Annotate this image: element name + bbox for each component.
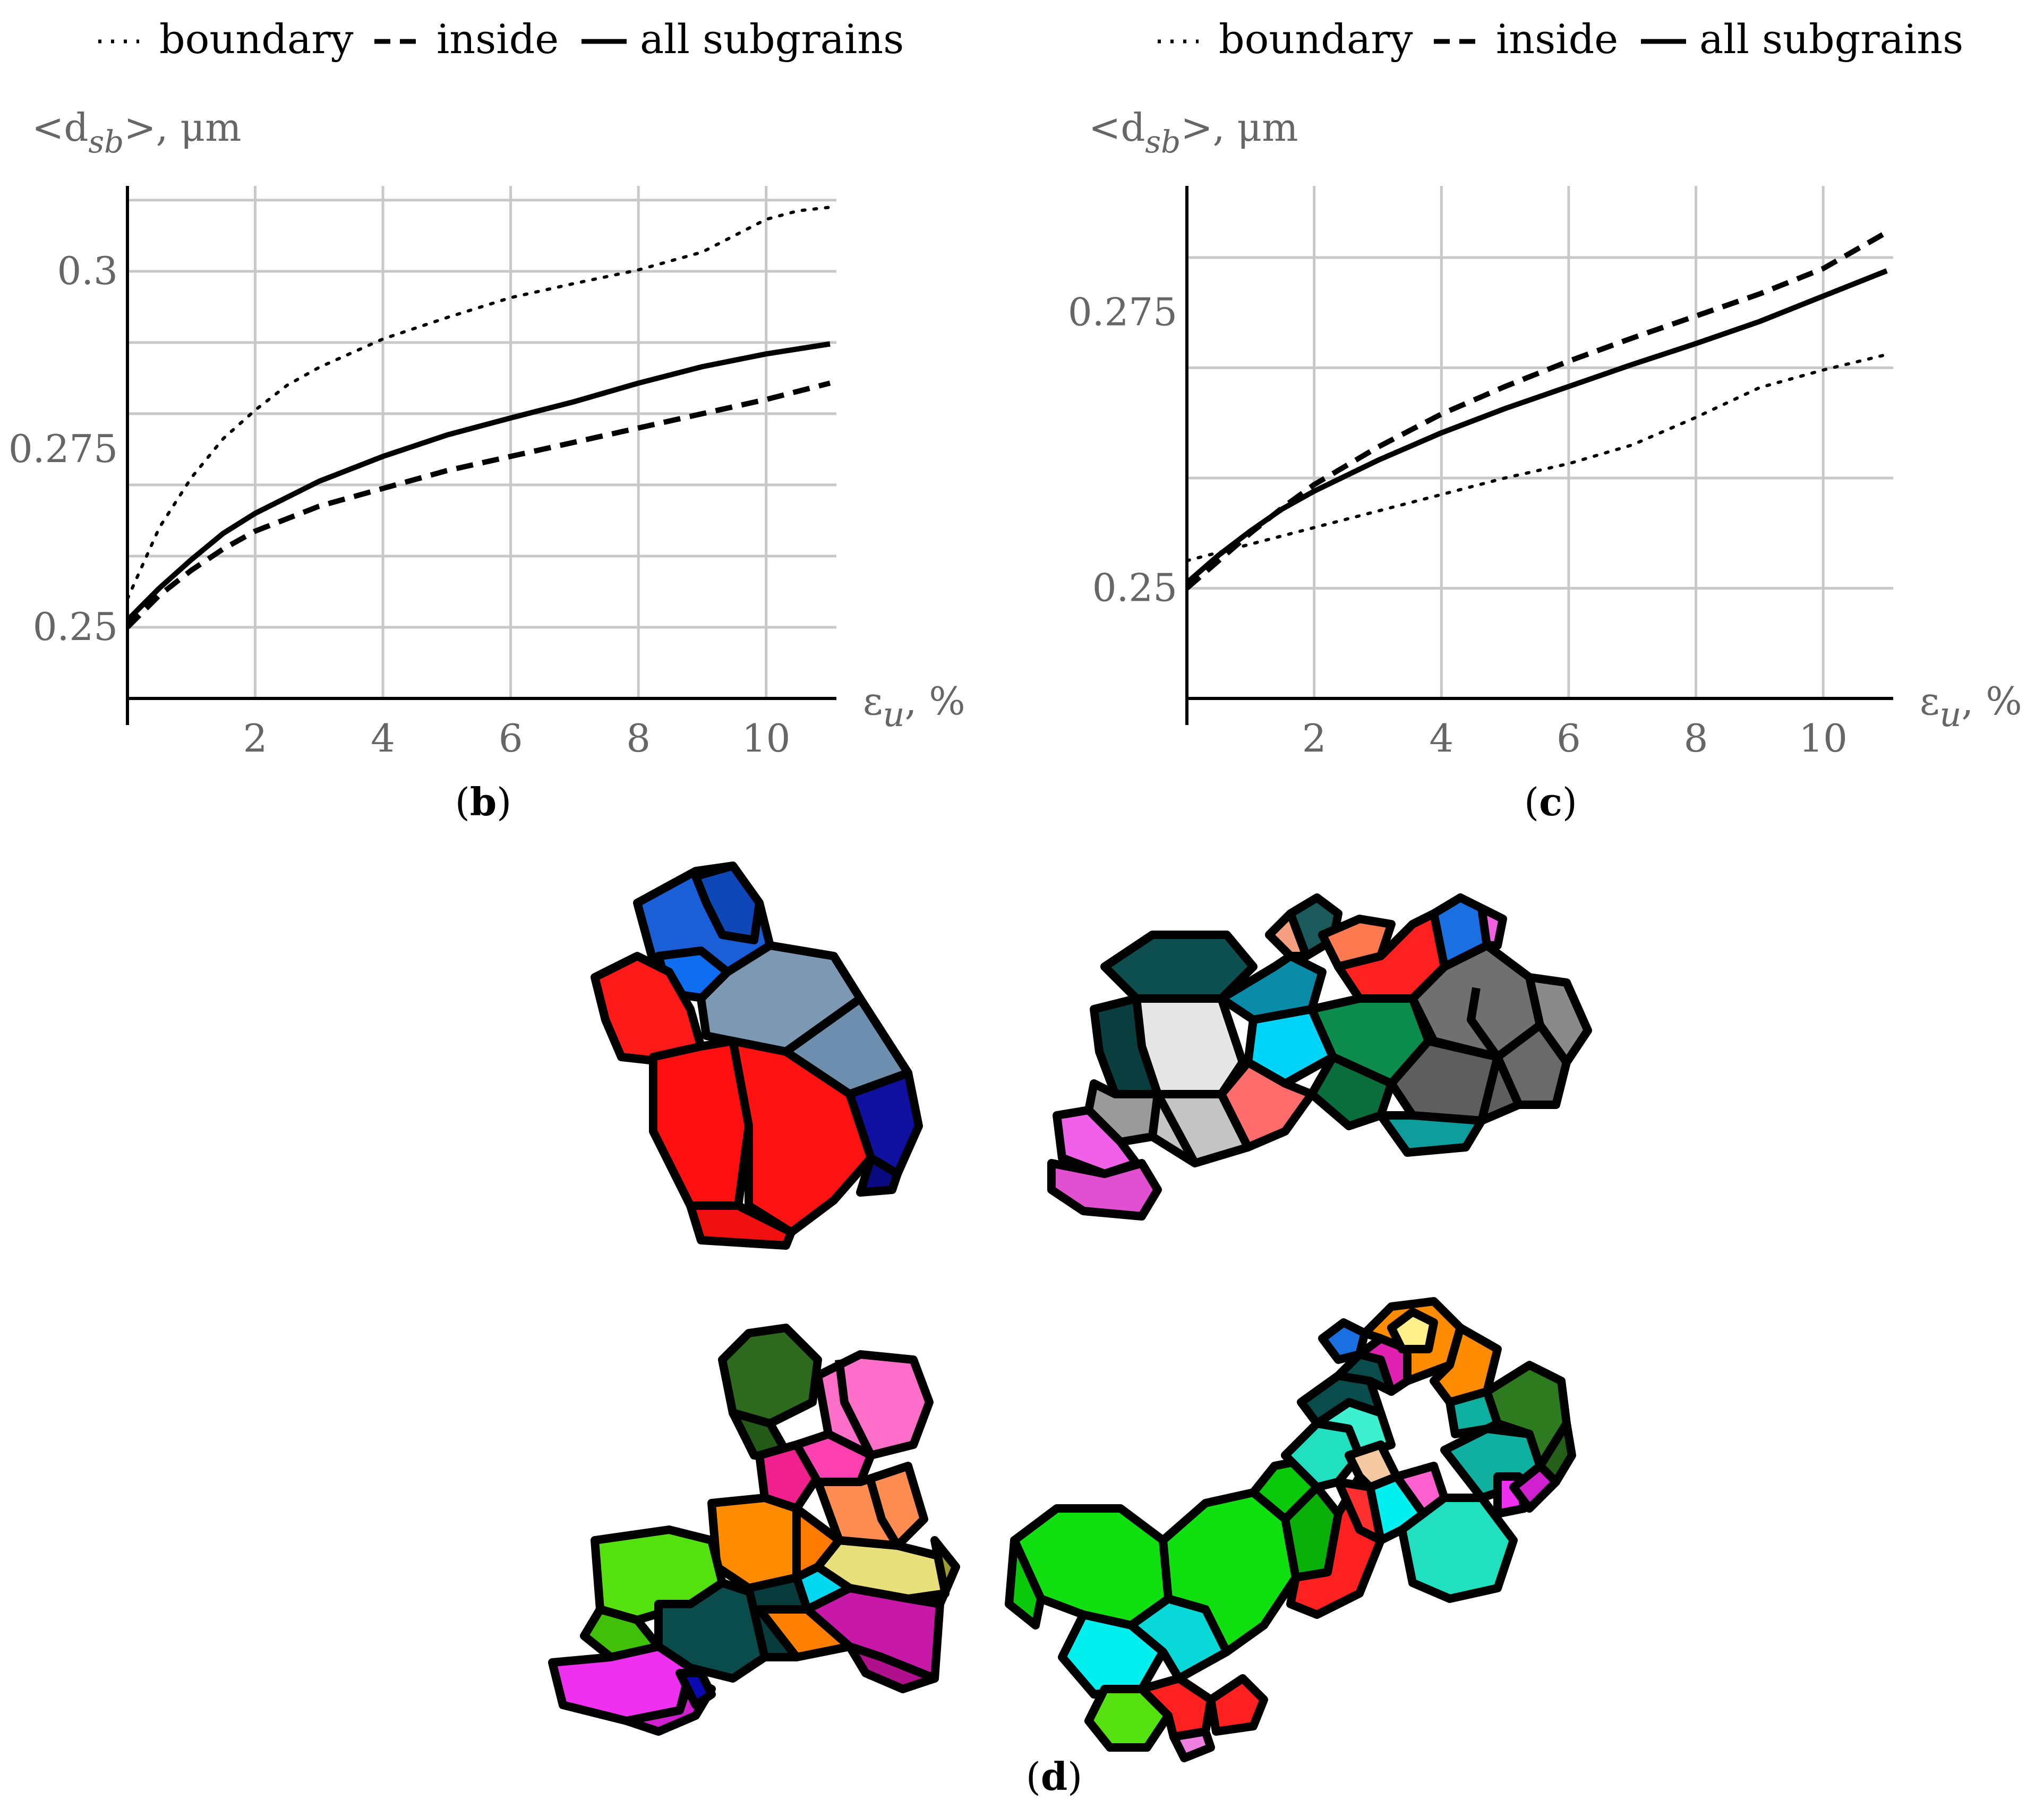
x-tick-label: 4 xyxy=(1429,716,1453,761)
panel-label-b: (b) xyxy=(455,779,512,824)
legend-inside-label: inside xyxy=(1496,15,1618,63)
x-tick-label: 10 xyxy=(1799,716,1848,761)
legend-inside-label: inside xyxy=(437,15,559,63)
y-tick-label: 0.25 xyxy=(1092,565,1177,610)
legend-boundary-label: boundary xyxy=(1219,15,1413,63)
x-tick-label: 8 xyxy=(626,716,651,761)
panel-d-clusters xyxy=(548,862,1592,1762)
x-tick-label: 2 xyxy=(243,716,268,761)
x-axis-title: εu, % xyxy=(863,679,965,735)
cluster-multicolor-1 xyxy=(548,1324,960,1736)
x-tick-label: 6 xyxy=(499,716,523,761)
y-tick-label: 0.275 xyxy=(8,427,118,471)
cluster-red-blue xyxy=(591,862,923,1250)
cluster-multicolor-2 xyxy=(1005,1297,1576,1762)
panel-label-d-letter: d xyxy=(1041,1754,1067,1799)
chart-panel-c: 0.25 0.275 2 4 6 8 10 <dsb>, μm εu, % xyxy=(1068,105,2022,761)
legend-right: boundary inside all subgrains xyxy=(1158,15,1963,63)
panel-label-c: (c) xyxy=(1524,779,1577,824)
y-tick-label: 0.275 xyxy=(1068,290,1177,335)
x-axis-title: εu, % xyxy=(1920,679,2022,735)
x-tick-label: 4 xyxy=(371,716,395,761)
series-line-all-subgrains xyxy=(125,341,831,622)
panel-label-b-letter: b xyxy=(470,779,497,824)
series-line-all-subgrains xyxy=(1185,268,1888,585)
x-tick-label: 8 xyxy=(1684,716,1708,761)
x-tick-label: 10 xyxy=(742,716,791,761)
legend-left: boundary inside all subgrains xyxy=(98,15,904,63)
panel-label-c-letter: c xyxy=(1539,779,1562,824)
y-axis-title: <dsb>, μm xyxy=(1089,105,1298,160)
y-tick-label: 0.3 xyxy=(57,249,118,293)
legend-all-label: all subgrains xyxy=(1699,15,1963,63)
series-line-inside xyxy=(125,380,831,629)
x-tick-label: 2 xyxy=(1302,716,1327,761)
x-tick-label: 6 xyxy=(1556,716,1581,761)
cluster-grey-cyan xyxy=(1047,893,1592,1221)
legend-boundary-label: boundary xyxy=(159,15,354,63)
series-line-boundary xyxy=(126,206,832,601)
y-axis-title: <dsb>, μm xyxy=(32,105,242,160)
series-line-boundary xyxy=(1185,353,1888,562)
chart-panel-b: 0.25 0.275 0.3 2 4 6 8 10 <dsb>, μm εu, % xyxy=(8,105,965,761)
legend-all-label: all subgrains xyxy=(640,15,904,63)
y-tick-label: 0.25 xyxy=(33,604,118,649)
panel-label-d: (d) xyxy=(1026,1754,1083,1799)
